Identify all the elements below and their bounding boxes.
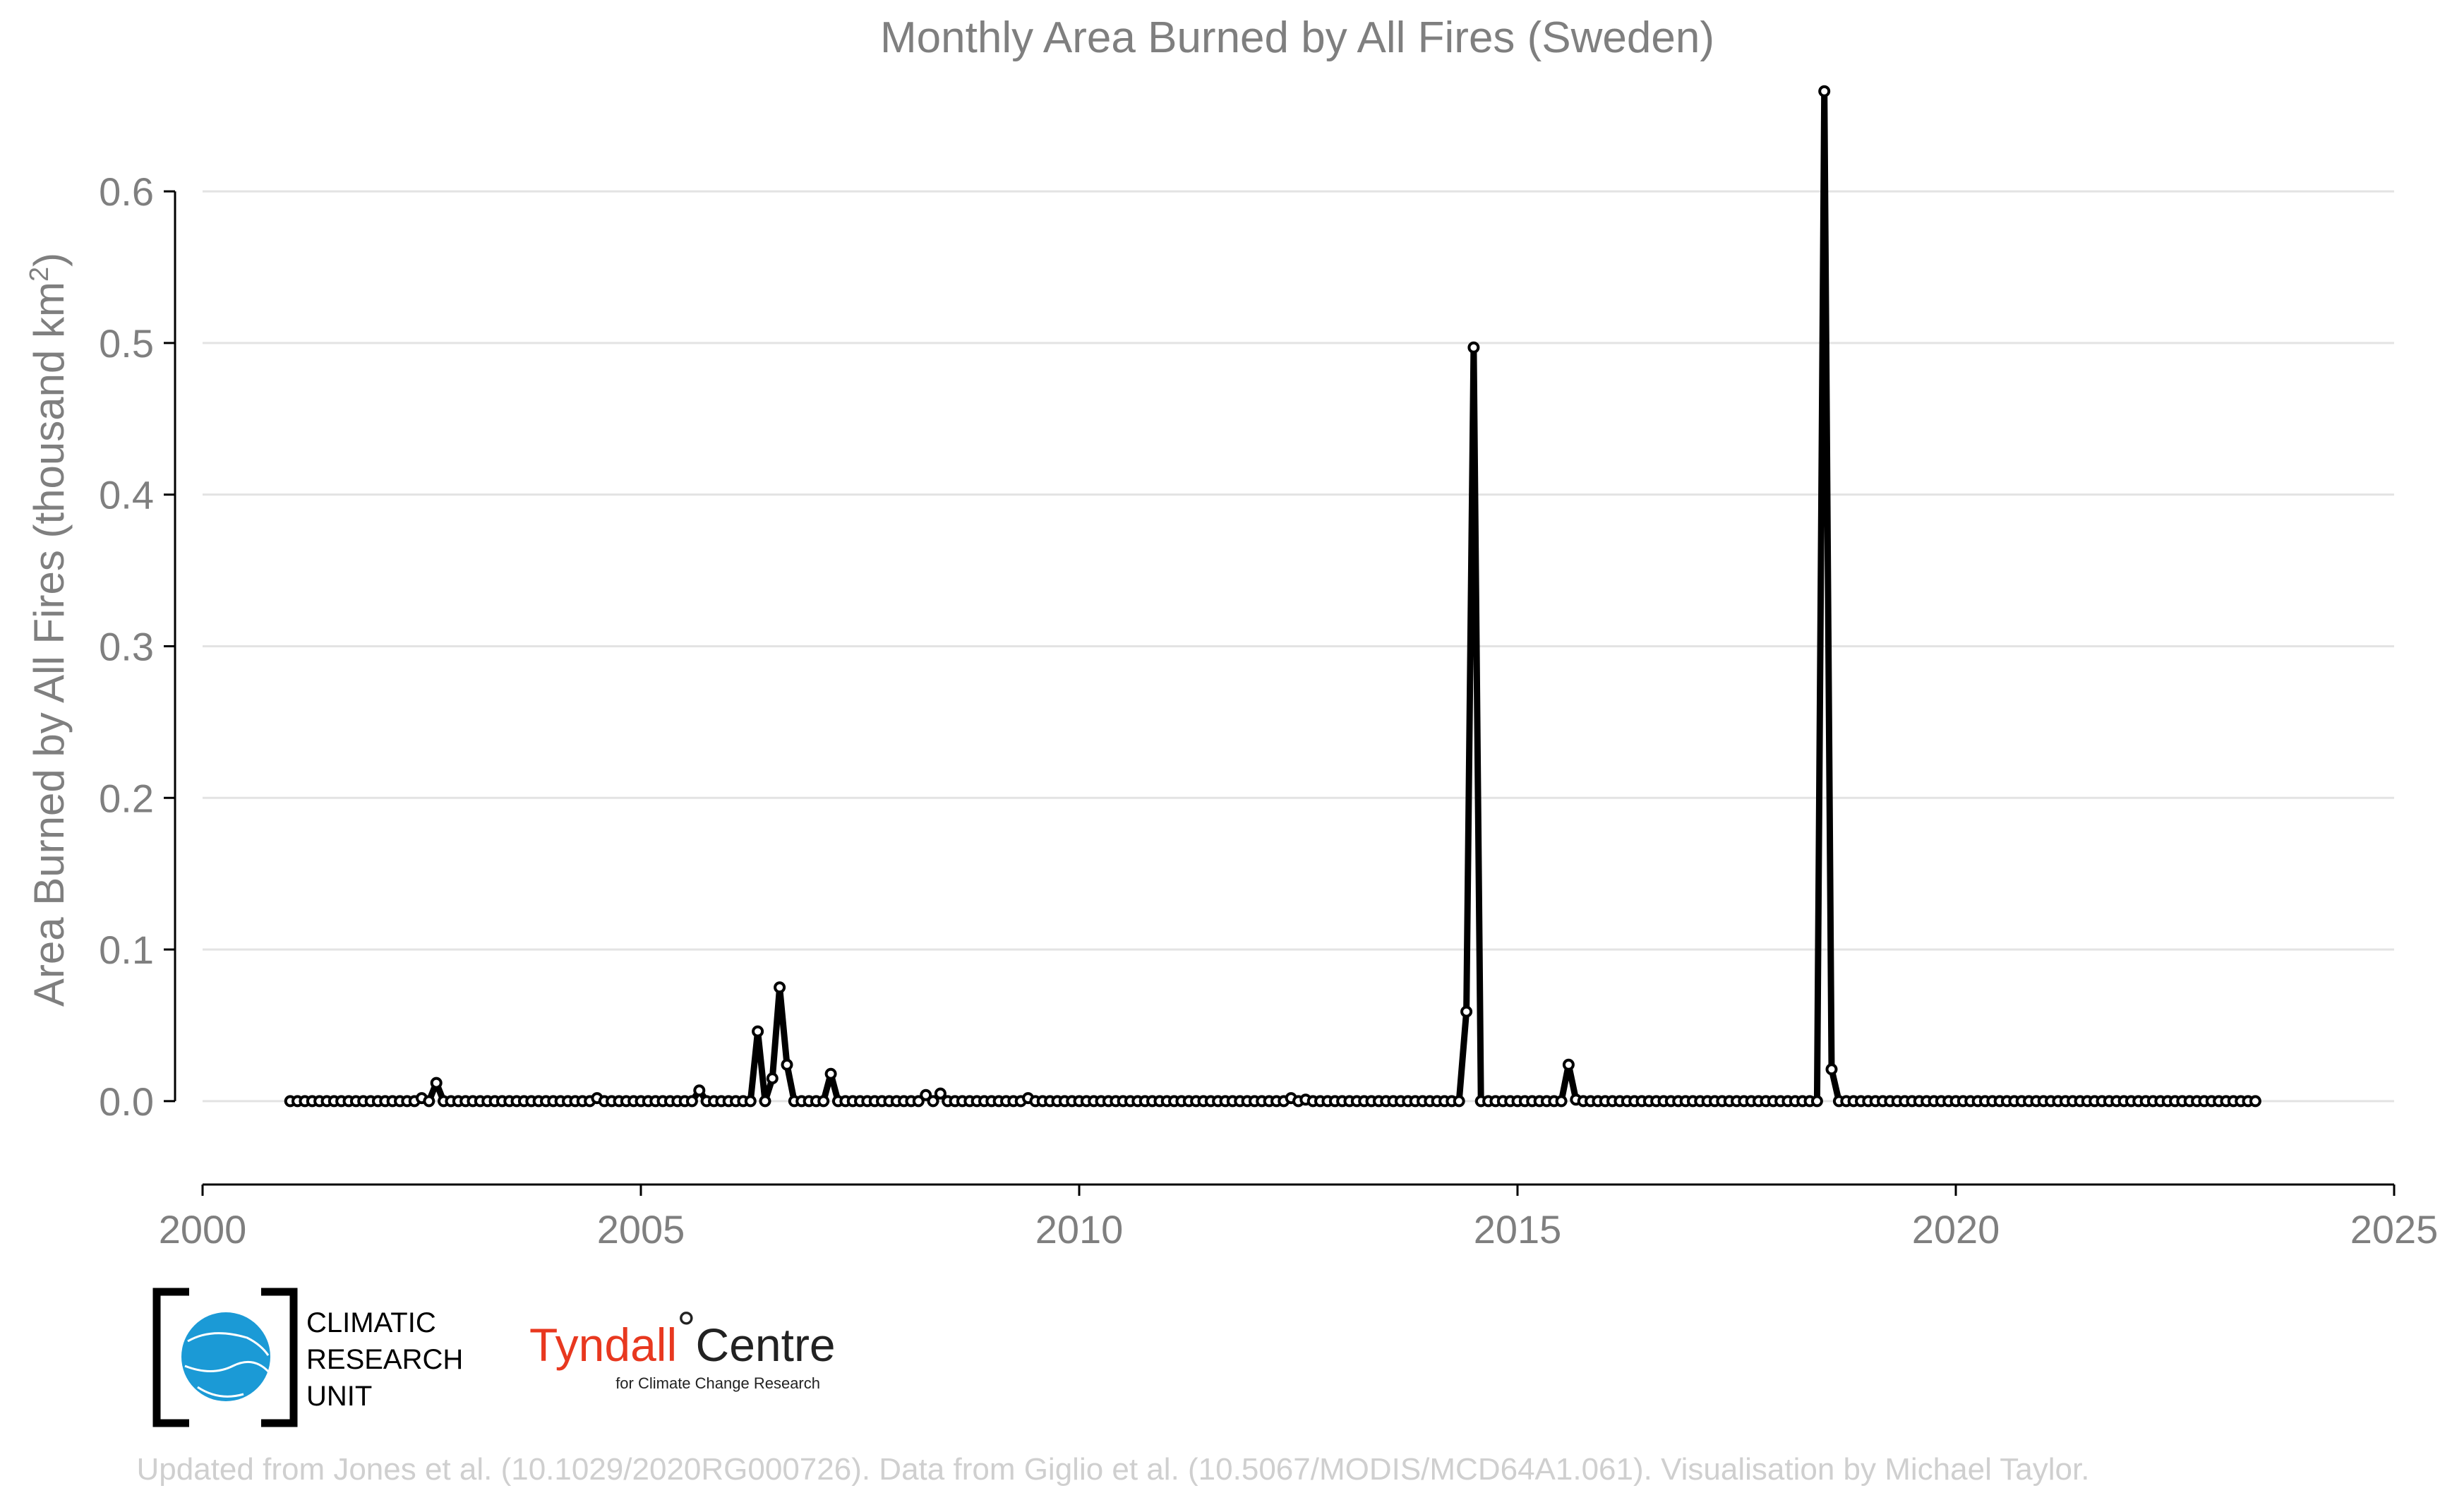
data-point <box>2249 1095 2261 1108</box>
cru-logo-text-line3: UNIT <box>306 1381 372 1412</box>
tyndall-logo-degree: ° <box>677 1302 695 1354</box>
data-point <box>1555 1095 1568 1108</box>
y-tick-label: 0.2 <box>99 776 154 820</box>
data-point <box>920 1089 932 1101</box>
data-point <box>1453 1095 1465 1108</box>
cru-logo: CLIMATIC RESEARCH UNIT <box>152 1288 463 1427</box>
data-point <box>912 1095 925 1108</box>
credit-text: Updated from Jones et al. (10.1029/2020R… <box>137 1452 2090 1487</box>
cru-logo-text-line1: CLIMATIC <box>306 1307 436 1338</box>
cru-globe-contour <box>184 1360 271 1374</box>
cru-globe-icon <box>181 1312 270 1401</box>
x-tick-label: 2020 <box>1912 1207 2000 1252</box>
cru-globe-contour <box>197 1386 244 1398</box>
y-tick-label: 0.3 <box>99 624 154 668</box>
data-point <box>1818 85 1831 97</box>
data-point <box>1810 1095 1823 1108</box>
y-tick-label: 0.6 <box>99 169 154 214</box>
cru-logo-text-line2: RESEARCH <box>306 1344 463 1375</box>
data-point <box>685 1095 698 1108</box>
data-point <box>1562 1058 1575 1071</box>
data-point <box>774 981 786 994</box>
series <box>284 85 2261 1108</box>
x-tick-label: 2005 <box>597 1207 685 1252</box>
gridlines <box>203 190 2394 1103</box>
y-tick-label: 0.0 <box>99 1079 154 1124</box>
tyndall-logo-subtitle: for Climate Change Research <box>615 1374 820 1392</box>
axes: 0.0 0.1 0.2 0.3 0.4 0.5 0.6 2000 2005 2010 2015 202… <box>99 169 2438 1252</box>
data-point <box>781 1058 793 1071</box>
tyndall-logo-name-part1: Tyndall <box>529 1319 677 1371</box>
cru-logo-bracket-right <box>261 1288 298 1427</box>
y-tick-label: 0.4 <box>99 473 154 517</box>
data-point <box>927 1095 939 1108</box>
y-axis-label: Area Burned by All Fires (thousand km2) <box>25 253 73 1007</box>
tyndall-logo-name: Tyndall°Centre <box>529 1302 836 1371</box>
data-point <box>752 1025 764 1038</box>
data-point <box>693 1084 706 1097</box>
data-point <box>766 1072 779 1085</box>
data-point <box>1467 341 1480 354</box>
data-point <box>430 1077 443 1089</box>
cru-logo-bracket-left <box>152 1288 189 1427</box>
y-tick-label: 0.1 <box>99 928 154 972</box>
y-axis-label-superscript: 2 <box>25 267 54 282</box>
x-tick-label: 2015 <box>1474 1207 1562 1252</box>
data-point <box>423 1095 435 1108</box>
tyndall-logo-name-part2: Centre <box>696 1319 836 1371</box>
data-point <box>1825 1063 1838 1076</box>
data-point <box>817 1095 830 1108</box>
data-point <box>824 1067 837 1080</box>
x-tick-label: 2025 <box>2350 1207 2439 1252</box>
y-axis-label-close: ) <box>25 253 73 267</box>
data-point <box>744 1095 757 1108</box>
data-point <box>934 1087 946 1100</box>
y-tick-label: 0.5 <box>99 321 154 366</box>
data-point <box>1460 1005 1473 1018</box>
cru-globe-contour <box>187 1332 270 1356</box>
data-point <box>759 1095 771 1108</box>
y-axis-label-main: Area Burned by All Fires (thousand km <box>25 282 73 1007</box>
tyndall-logo: Tyndall°Centre for Climate Change Resear… <box>529 1302 836 1392</box>
x-tick-label: 2000 <box>159 1207 247 1252</box>
chart-title: Monthly Area Burned by All Fires (Sweden… <box>880 13 1714 62</box>
x-tick-label: 2010 <box>1035 1207 1124 1252</box>
